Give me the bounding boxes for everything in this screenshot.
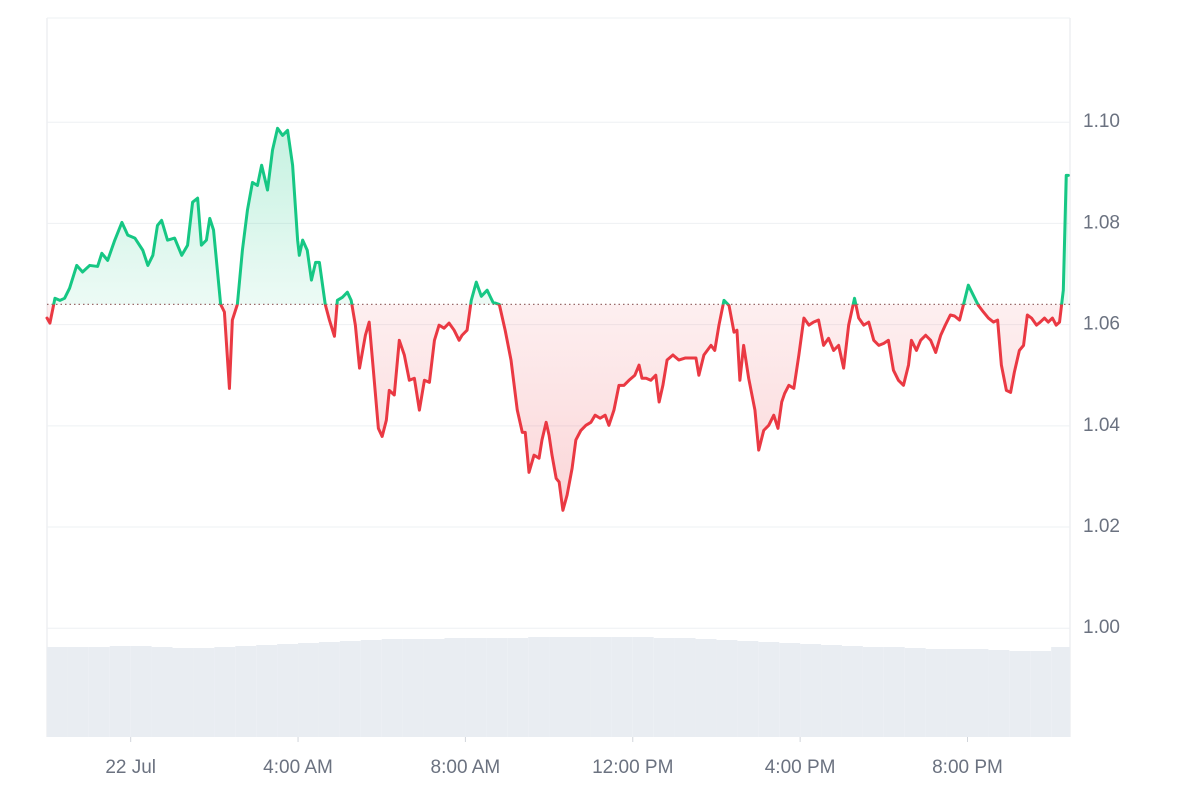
- volume-bar: [549, 637, 571, 737]
- x-tick-label: 8:00 AM: [431, 757, 501, 778]
- baseline-area-fill: [47, 128, 1069, 511]
- volume-bar: [904, 648, 926, 737]
- volume-bar: [716, 640, 738, 737]
- volume-bar: [402, 639, 424, 737]
- volume-bar: [256, 645, 278, 737]
- x-tick-label: 12:00 PM: [592, 757, 673, 778]
- volume-bar: [172, 648, 194, 737]
- volume-bar: [632, 637, 654, 737]
- volume-bar: [1030, 651, 1052, 737]
- volume-bar: [841, 646, 863, 737]
- volume-bar: [1051, 647, 1070, 737]
- y-tick-label: 1.00: [1083, 617, 1120, 638]
- volume-bar: [695, 639, 717, 737]
- volume-bar: [779, 643, 801, 737]
- volume-bar: [298, 643, 319, 737]
- volume-bar: [1009, 651, 1031, 737]
- volume-bar: [486, 638, 508, 737]
- volume-bar: [109, 646, 131, 737]
- price-line: [45, 126, 1070, 512]
- volume-bar: [47, 647, 68, 737]
- volume-bar: [946, 649, 968, 737]
- y-tick-label: 1.08: [1083, 212, 1120, 233]
- volume-bar: [339, 641, 361, 737]
- volume-bar: [988, 650, 1010, 737]
- volume-bar: [967, 649, 989, 737]
- volume-bar: [674, 638, 696, 737]
- volume-bar: [758, 642, 780, 737]
- volume-bar: [235, 646, 257, 737]
- volume-bar: [737, 641, 759, 737]
- x-tick-label: 4:00 PM: [765, 757, 836, 778]
- volume-bar: [611, 637, 633, 737]
- volume-bar: [528, 637, 550, 737]
- volume-bar: [130, 646, 152, 737]
- volume-bar: [360, 640, 382, 737]
- volume-bar: [214, 647, 236, 737]
- volume-bar: [151, 647, 173, 737]
- y-tick-label: 1.04: [1083, 415, 1120, 436]
- volume-bar: [653, 638, 675, 737]
- x-tick-label: 22 Jul: [105, 757, 156, 778]
- volume-bar: [67, 647, 89, 737]
- volume-bar: [590, 637, 612, 737]
- y-tick-label: 1.02: [1083, 516, 1120, 537]
- volume-bar: [800, 644, 822, 737]
- y-tick-label: 1.06: [1083, 314, 1120, 335]
- volume-bar: [318, 642, 340, 737]
- volume-bar: [465, 638, 487, 737]
- volume-bar: [193, 648, 215, 737]
- volume-bar: [444, 638, 466, 737]
- volume-bar: [423, 639, 445, 737]
- x-tick-label: 8:00 PM: [932, 757, 1003, 778]
- volume-bar: [277, 644, 299, 737]
- volume-bar: [507, 638, 529, 737]
- x-tick-label: 4:00 AM: [263, 757, 333, 778]
- volume-bar: [88, 647, 110, 737]
- volume-bar: [883, 647, 905, 737]
- volume-bar: [821, 645, 842, 737]
- volume-bar: [862, 647, 884, 737]
- y-tick-label: 1.10: [1083, 111, 1120, 132]
- volume-bar: [570, 637, 591, 737]
- volume-bar: [925, 649, 947, 737]
- volume-bar: [381, 639, 403, 737]
